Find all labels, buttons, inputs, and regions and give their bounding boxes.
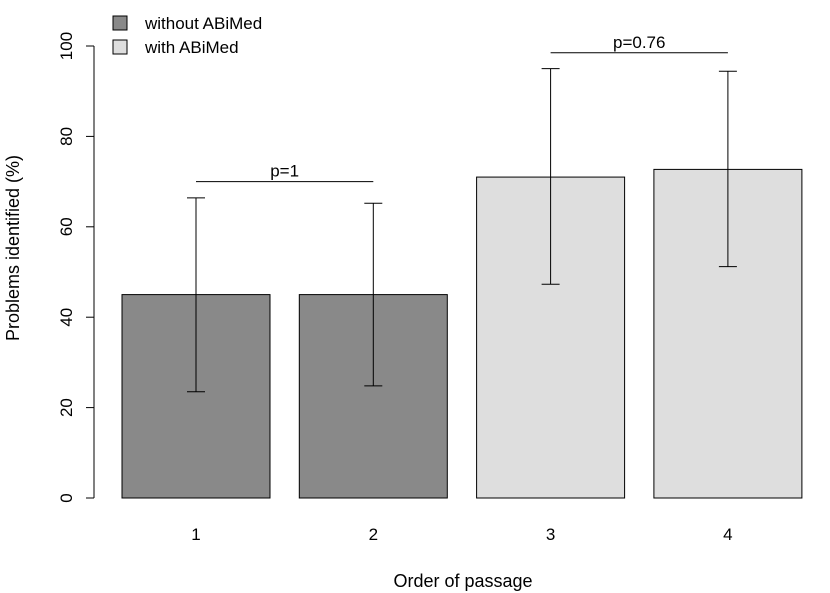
error-bars [187,68,737,393]
y-tick-label: 60 [57,217,76,236]
bars [121,168,803,499]
legend-swatch [112,39,128,55]
y-axis: 0 20 40 60 80 100 [57,32,95,503]
y-tick-label: 80 [57,127,76,146]
x-axis-labels: 1 2 3 4 [191,525,732,544]
y-axis-title: Problems identified (%) [3,155,23,341]
significance-brackets: p=1 p=0.76 [196,33,728,183]
x-axis-title: Order of passage [393,571,532,591]
y-tick-label: 0 [57,493,76,502]
y-tick-label: 40 [57,308,76,327]
legend-label: with ABiMed [144,38,239,57]
x-tick-label: 4 [723,525,732,544]
legend-swatch [112,15,128,31]
x-tick-label: 1 [191,525,200,544]
x-tick-label: 3 [546,525,555,544]
y-tick-label: 100 [57,32,76,60]
p-value-label: p=0.76 [613,33,665,52]
y-tick-label: 20 [57,398,76,417]
legend: without ABiMed with ABiMed [112,14,262,57]
legend-label: without ABiMed [144,14,262,33]
p-value-label: p=1 [270,162,299,181]
x-tick-label: 2 [369,525,378,544]
